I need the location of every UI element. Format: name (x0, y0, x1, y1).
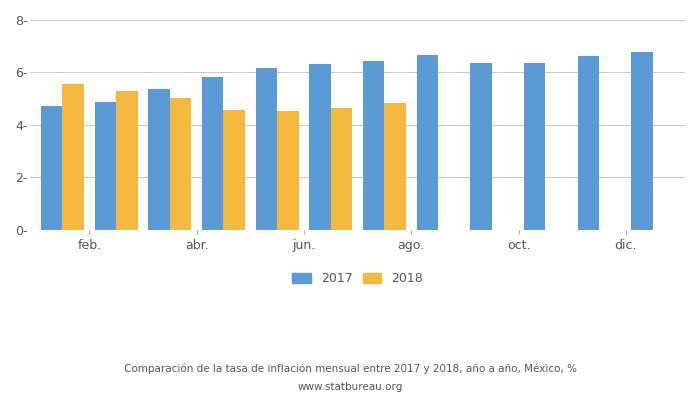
Bar (331, 108, 352, 230)
Bar (116, 91, 138, 230)
Text: Comparación de la tasa de inflación mensual entre 2017 y 2018, año a año, México: Comparación de la tasa de inflación mens… (123, 364, 577, 374)
Bar (524, 63, 545, 230)
Text: www.statbureau.org: www.statbureau.org (298, 382, 402, 392)
Bar (256, 68, 277, 230)
Bar (148, 90, 170, 230)
Bar (277, 112, 299, 230)
Bar (363, 61, 384, 230)
Bar (631, 52, 653, 230)
Bar (62, 84, 84, 230)
Bar (170, 98, 191, 230)
Bar (41, 106, 62, 230)
Bar (309, 64, 331, 230)
Bar (384, 103, 406, 230)
Bar (470, 63, 492, 230)
Bar (202, 77, 223, 230)
Bar (223, 110, 245, 230)
Bar (94, 102, 116, 230)
Bar (416, 55, 438, 230)
Bar (578, 56, 599, 230)
Legend: 2017, 2018: 2017, 2018 (287, 267, 428, 290)
